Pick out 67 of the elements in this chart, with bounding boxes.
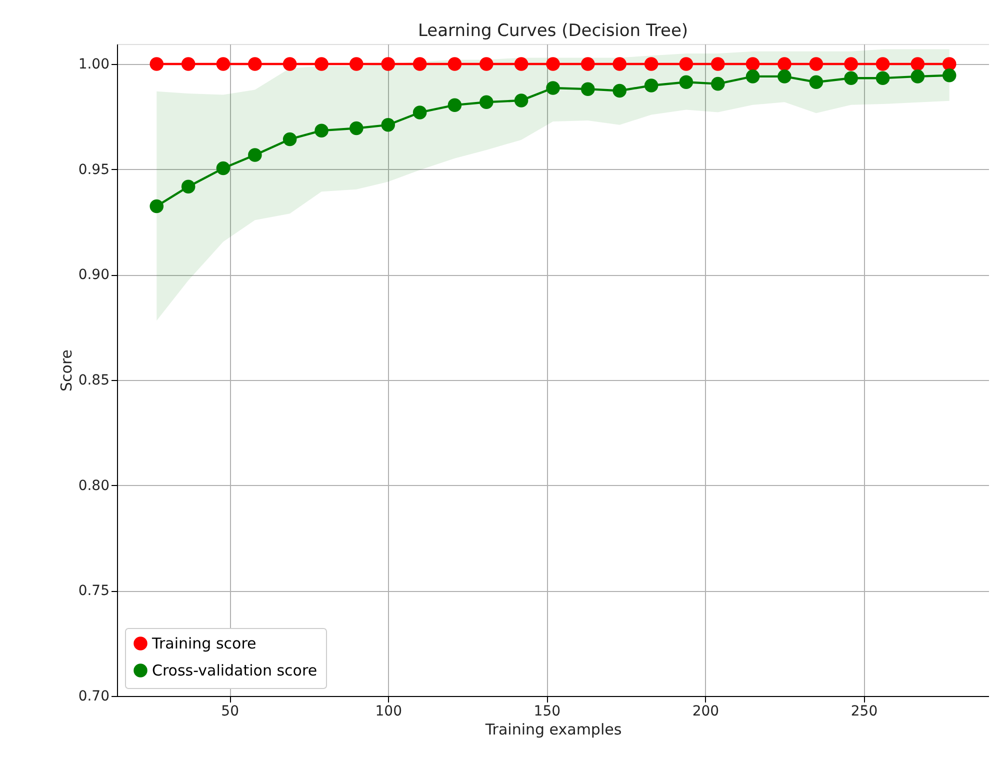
point — [546, 57, 560, 71]
point — [876, 71, 890, 86]
point — [778, 70, 792, 84]
x-tick-label: 150 — [534, 704, 561, 720]
point — [612, 84, 626, 98]
point — [412, 57, 427, 71]
point — [809, 75, 824, 90]
point — [314, 57, 328, 71]
point — [844, 71, 858, 86]
point — [612, 57, 626, 71]
point — [580, 57, 595, 71]
point — [248, 57, 262, 71]
chart-title: Learning Curves (Decision Tree) — [418, 21, 688, 41]
point — [282, 57, 297, 71]
point — [679, 57, 694, 71]
x-tick-label: 200 — [692, 704, 720, 720]
point — [746, 70, 760, 84]
x-tick-label: 100 — [375, 704, 402, 720]
point — [942, 57, 956, 71]
point — [679, 75, 694, 90]
y-tick-label: 0.95 — [78, 162, 110, 178]
point — [942, 68, 956, 82]
y-axis-title: Score — [57, 349, 76, 392]
point — [746, 57, 760, 71]
point — [448, 98, 462, 112]
y-tick-label: 0.90 — [78, 267, 110, 284]
point — [282, 132, 297, 146]
y-tick-label: 0.80 — [78, 478, 110, 494]
point — [350, 121, 364, 136]
point — [844, 57, 858, 71]
point — [809, 57, 824, 71]
point — [150, 199, 164, 214]
y-tick-label: 0.75 — [78, 583, 110, 600]
legend-label: Cross-validation score — [152, 662, 318, 680]
point — [876, 57, 890, 71]
point — [381, 118, 396, 132]
point — [546, 81, 560, 95]
y-tick-label: 0.85 — [78, 372, 110, 389]
point — [314, 124, 328, 138]
point — [710, 76, 725, 91]
x-tick-label: 250 — [850, 704, 878, 720]
point — [350, 57, 364, 71]
point — [514, 57, 528, 71]
y-tick-label: 1.00 — [78, 56, 110, 73]
point — [412, 106, 427, 120]
point — [910, 70, 925, 84]
point — [644, 57, 658, 71]
legend-label: Training score — [151, 634, 256, 652]
point — [778, 57, 792, 71]
point — [644, 78, 658, 92]
y-tick-label: 0.70 — [78, 688, 110, 704]
point — [150, 57, 164, 71]
point — [710, 57, 725, 71]
point — [514, 94, 528, 108]
point — [448, 57, 462, 71]
x-tick-label: 50 — [221, 704, 239, 720]
point — [910, 57, 925, 71]
point — [181, 57, 196, 71]
point — [216, 57, 230, 71]
point — [216, 161, 230, 176]
x-axis-title: Training examples — [484, 720, 622, 738]
point — [480, 95, 494, 110]
point — [248, 148, 262, 162]
point — [480, 57, 494, 71]
point — [381, 57, 396, 71]
point — [580, 82, 595, 96]
point — [181, 180, 196, 194]
